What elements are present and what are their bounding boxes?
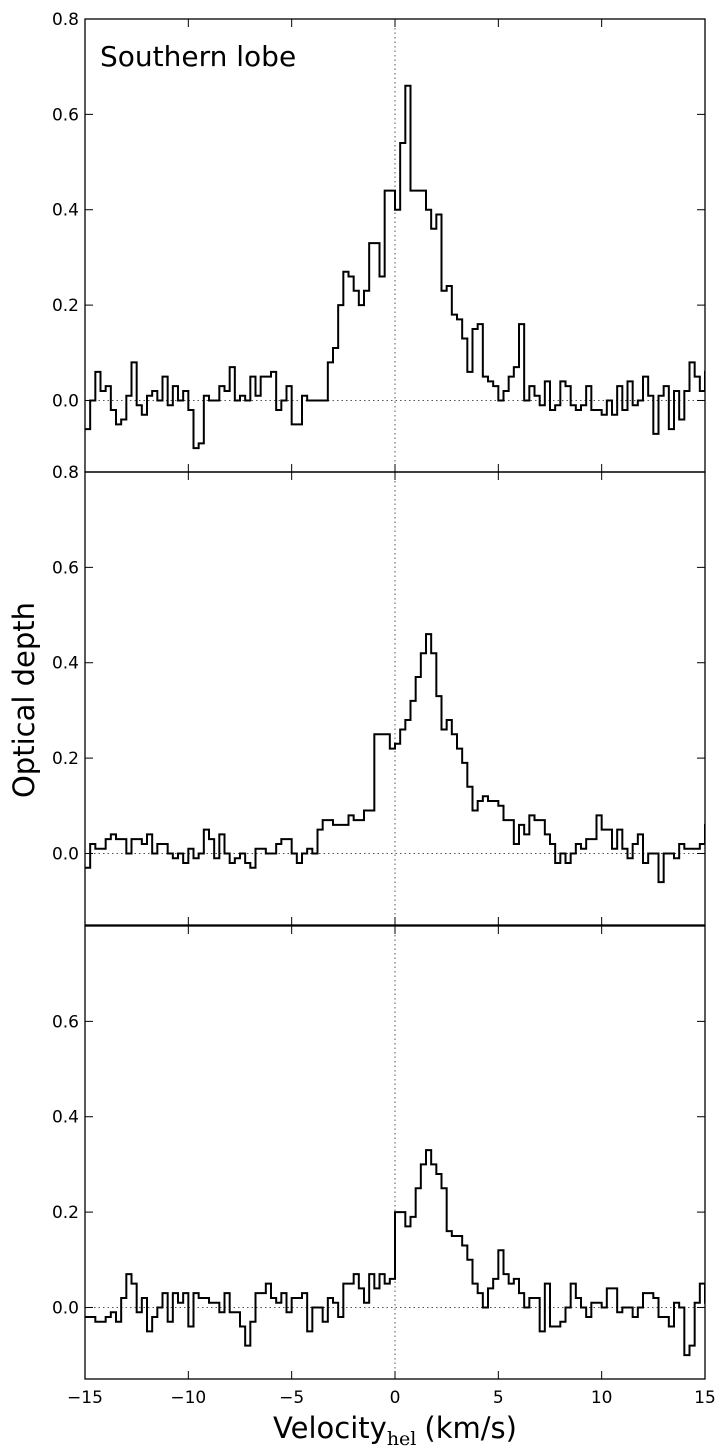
panel-1: 0.0 0.2 0.4 0.6 0.8 Southern lobe [52, 10, 706, 473]
y-tick-label: 0.8 [52, 463, 79, 483]
x-axis-title: Velocityhel (km/s) [273, 1411, 517, 1450]
x-tick-label: −15 [67, 1388, 103, 1408]
y-tick-label: 0.8 [52, 10, 79, 30]
x-tick-label: 0 [390, 1388, 401, 1408]
y-tick-label: 0.4 [52, 654, 79, 674]
y-tick-label: 0.2 [52, 296, 79, 316]
y-tick-label: 0.0 [52, 844, 79, 864]
x-tick-label: 15 [694, 1388, 716, 1408]
y-tick-label: 0.2 [52, 749, 79, 769]
y-tick-label: 0.6 [52, 105, 79, 125]
x-axis-title-unit: (km/s) [424, 1411, 517, 1445]
panel-3: 0.0 0.2 0.4 0.6 [52, 925, 706, 1380]
x-tick-label: 10 [591, 1388, 613, 1408]
y-axis-title: Optical depth [7, 602, 41, 798]
x-tick-label: 5 [493, 1388, 504, 1408]
y-tick-label: 0.6 [52, 558, 79, 578]
y-tick-label: 0.6 [52, 1012, 79, 1032]
y-tick-label: 0.0 [52, 1298, 79, 1318]
y-tick-label: 0.4 [52, 201, 79, 221]
panels-group: 0.0 0.2 0.4 0.6 0.8 Southern lobe 0.0 0.2 0.4 0.6… [52, 10, 706, 1380]
y-tick-label: 0.2 [52, 1203, 79, 1223]
panel-2: 0.0 0.2 0.4 0.6 0.8 [52, 463, 706, 926]
x-tick-labels: −15 −10 −5 0 5 10 15 [67, 1388, 716, 1408]
panel-title: Southern lobe [100, 40, 296, 73]
spectrum-series-3 [85, 1149, 705, 1357]
x-tick-label: −5 [279, 1388, 304, 1408]
spectrum-series-1 [85, 84, 705, 450]
x-tick-label: −10 [170, 1388, 206, 1408]
y-tick-label: 0.0 [52, 391, 79, 411]
x-axis-title-subscript: hel [387, 1428, 417, 1450]
y-tick-label: 0.4 [52, 1108, 79, 1128]
spectrum-series-2 [85, 633, 705, 884]
